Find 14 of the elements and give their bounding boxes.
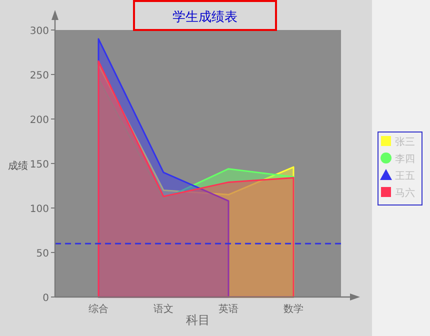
y-tick-label: 200 [30, 115, 49, 126]
y-tick-label: 100 [30, 204, 49, 215]
y-axis-title: 成绩 [8, 160, 28, 172]
y-tick-label: 300 [30, 26, 49, 37]
x-tick-label: 英语 [218, 303, 238, 315]
x-axis-title: 科目 [186, 313, 210, 327]
chart-title: 学生成绩表 [172, 10, 238, 25]
y-tick-label: 250 [30, 70, 49, 82]
y-tick-label: 50 [36, 248, 49, 260]
y-tick-label: 150 [30, 160, 49, 170]
y-tick-label: 0 [42, 293, 49, 304]
x-tick-label: 语文 [154, 303, 174, 315]
x-tick-label: 综合 [88, 303, 108, 315]
x-tick-label: 数学 [284, 303, 304, 315]
